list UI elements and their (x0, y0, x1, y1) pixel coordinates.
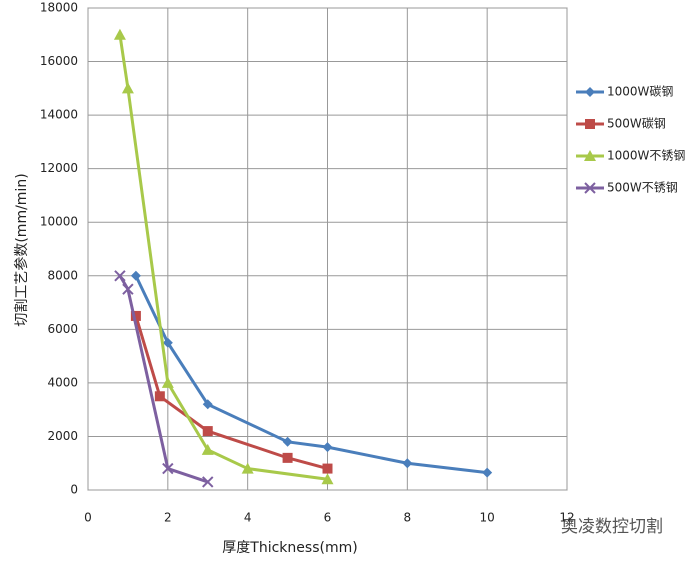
marker (162, 462, 174, 475)
marker (202, 476, 214, 488)
legend-marker (584, 182, 596, 194)
y-tick-label: 0 (70, 483, 78, 497)
y-tick-label: 18000 (40, 1, 78, 15)
y-tick-label: 12000 (40, 161, 78, 175)
series-line (118, 34, 328, 481)
y-tick-label: 16000 (40, 54, 78, 68)
marker (130, 310, 141, 321)
marker (282, 452, 293, 463)
x-tick-label: 0 (84, 511, 92, 525)
marker (322, 442, 333, 453)
marker (202, 399, 213, 410)
y-tick-label: 8000 (47, 268, 78, 282)
legend-marker (585, 119, 595, 129)
marker (201, 443, 214, 455)
legend-label: 500W碳钢 (607, 117, 666, 131)
y-tick-label: 6000 (47, 322, 78, 336)
y-tick-label: 14000 (40, 108, 78, 122)
legend-label: 500W不锈钢 (607, 181, 678, 195)
x-axis-label: 厚度Thickness(mm) (222, 540, 357, 556)
x-tick-label: 8 (404, 511, 412, 525)
x-tick-label: 12 (559, 511, 574, 525)
marker (482, 467, 493, 478)
x-tick-label: 10 (480, 511, 495, 525)
marker (121, 82, 134, 94)
marker (130, 270, 141, 281)
series-line (118, 275, 209, 484)
marker (162, 337, 173, 348)
y-axis-label: 切割工艺参数(mm/min) (13, 173, 30, 326)
marker (122, 283, 134, 295)
x-tick-label: 6 (324, 511, 332, 525)
legend-marker (584, 150, 596, 161)
marker (161, 376, 174, 388)
marker (241, 462, 254, 474)
y-tick-label: 10000 (40, 215, 78, 229)
legend-label: 1000W碳钢 (607, 85, 673, 99)
x-tick-label: 4 (244, 511, 252, 525)
marker (202, 426, 213, 437)
marker (113, 28, 126, 40)
marker (282, 436, 293, 447)
x-tick-label: 2 (164, 511, 172, 525)
marker (402, 458, 413, 469)
marker (154, 391, 165, 402)
marker (114, 270, 126, 282)
legend-label: 1000W不锈钢 (607, 149, 685, 163)
marker (321, 473, 334, 485)
legend-marker (585, 87, 595, 97)
watermark: 奥凌数控切割 (561, 517, 663, 537)
marker (322, 463, 333, 474)
y-tick-label: 4000 (47, 375, 78, 389)
y-tick-label: 2000 (47, 429, 78, 443)
